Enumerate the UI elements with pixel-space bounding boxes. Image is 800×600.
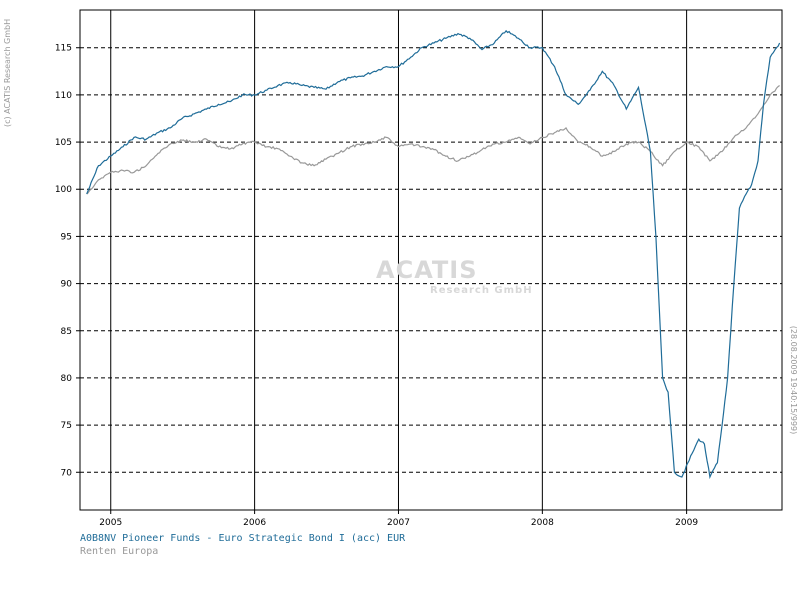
y-tick-label: 75 <box>61 421 72 431</box>
series-line-benchmark <box>86 85 780 195</box>
copyright-text: (c) ACATIS Research GmbH <box>3 19 12 127</box>
grid <box>76 10 782 514</box>
y-tick-label: 95 <box>61 232 72 242</box>
watermark-subtext: Research GmbH <box>430 285 533 296</box>
y-tick-label: 105 <box>55 138 72 148</box>
y-axis-tick-labels: 70 75 80 85 90 95 100 105 110 115 <box>55 44 72 479</box>
x-tick-label: 2008 <box>531 518 554 528</box>
series-line-fund <box>86 29 781 480</box>
x-tick-label: 2005 <box>99 518 122 528</box>
x-tick-label: 2007 <box>387 518 410 528</box>
y-tick-label: 100 <box>55 185 72 195</box>
x-axis-tick-labels: 2005 2006 2007 2008 2009 <box>99 518 698 528</box>
timestamp-text: (28.08.2009 19:40:15/999) <box>789 326 798 434</box>
x-tick-label: 2006 <box>243 518 266 528</box>
y-tick-label: 110 <box>55 91 72 101</box>
legend-entry-fund: A0B8NV Pioneer Funds - Euro Strategic Bo… <box>80 533 406 544</box>
watermark: ACATIS Research GmbH <box>376 256 533 296</box>
y-tick-label: 85 <box>61 327 72 337</box>
y-tick-label: 70 <box>61 468 73 478</box>
x-tick-label: 2009 <box>675 518 698 528</box>
y-tick-label: 90 <box>61 280 73 290</box>
legend-entry-benchmark: Renten Europa <box>80 546 159 557</box>
watermark-logo-text: ACATIS <box>376 256 477 284</box>
series-group <box>86 29 781 480</box>
y-tick-label: 80 <box>61 374 73 384</box>
plot-area <box>79 9 783 511</box>
y-tick-label: 115 <box>55 44 72 54</box>
